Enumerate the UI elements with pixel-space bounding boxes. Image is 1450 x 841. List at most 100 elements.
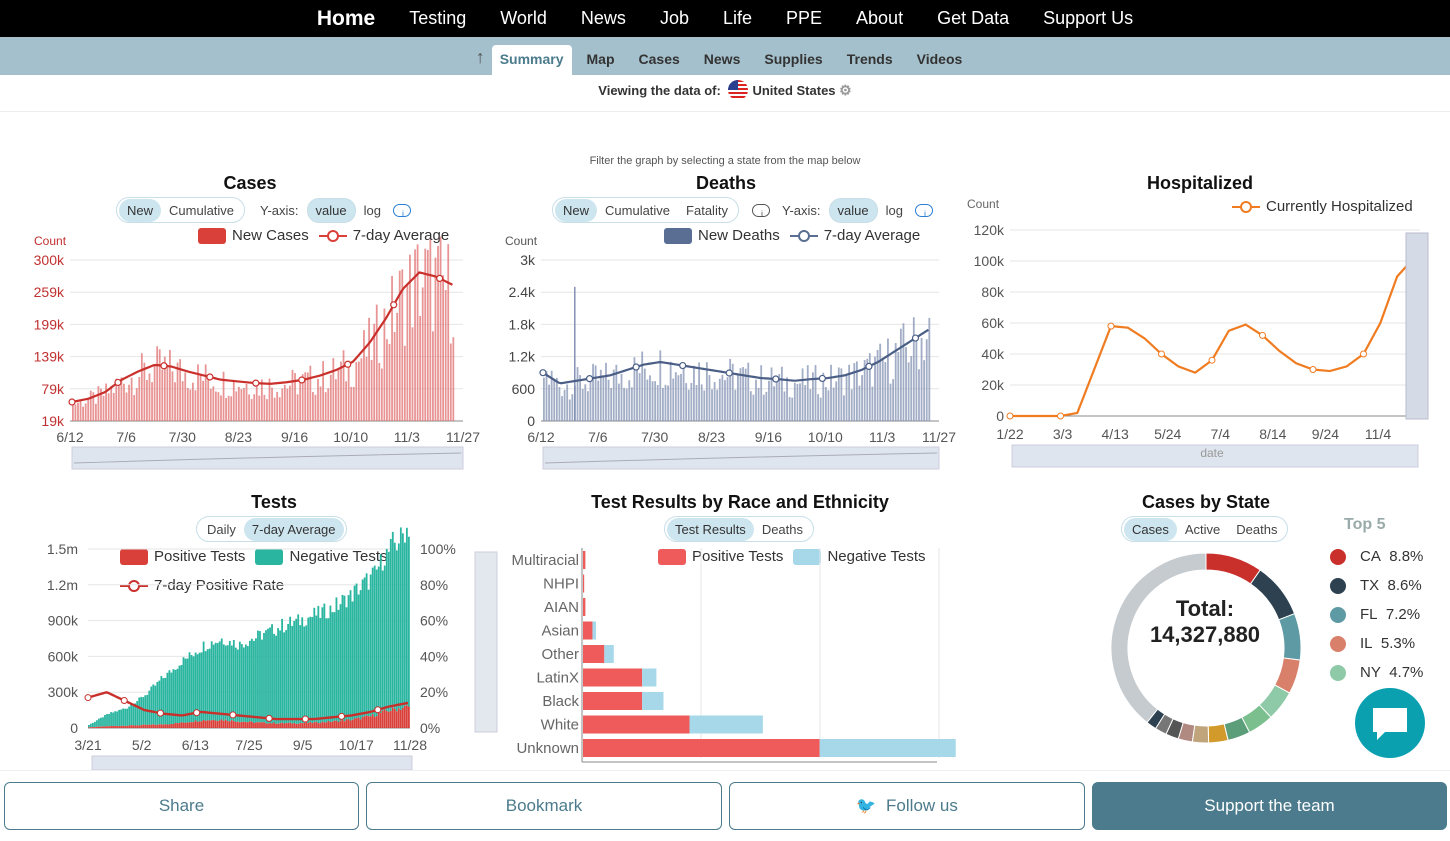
tab-trends[interactable]: Trends xyxy=(846,51,893,67)
states-active-toggle[interactable]: Active xyxy=(1184,521,1221,537)
bar xyxy=(268,378,271,421)
deaths-log-toggle[interactable]: log xyxy=(885,202,903,218)
positive-bar xyxy=(317,723,320,728)
tab-summary[interactable]: Summary xyxy=(491,45,572,75)
top5-item[interactable]: IL 5.3% xyxy=(1328,629,1423,658)
nav-news[interactable]: News xyxy=(580,8,626,28)
viewing-country[interactable]: United States xyxy=(752,83,836,98)
legend-label[interactable]: Negative Tests xyxy=(827,548,926,565)
nav-world[interactable]: World xyxy=(500,8,547,28)
info-icon[interactable]: i xyxy=(392,203,411,219)
x-tick-label: 7/6 xyxy=(116,429,136,445)
follow-button[interactable]: 🐦 Follow us xyxy=(729,782,1085,830)
chat-bubble-icon xyxy=(1373,708,1407,740)
race-test-results-toggle[interactable]: Test Results xyxy=(667,517,754,541)
top5-item[interactable]: FL 7.2% xyxy=(1328,600,1423,629)
legend-label[interactable]: Positive Tests xyxy=(154,548,246,565)
bar xyxy=(278,397,281,421)
tab-map[interactable]: Map xyxy=(586,51,615,67)
bar xyxy=(545,371,548,421)
negative-bar xyxy=(387,551,390,712)
tab-cases[interactable]: Cases xyxy=(638,51,680,67)
negative-bar xyxy=(116,711,118,726)
legend-label[interactable]: 7-day Average xyxy=(823,227,921,244)
tab-news[interactable]: News xyxy=(703,51,741,67)
states-deaths-toggle[interactable]: Deaths xyxy=(1236,521,1278,537)
bar xyxy=(661,387,664,421)
top5-item[interactable]: TX 8.6% xyxy=(1328,571,1423,600)
category-label: White xyxy=(541,717,579,734)
share-button[interactable]: Share xyxy=(4,782,359,830)
nav-home[interactable]: Home xyxy=(316,6,376,30)
nav-ppe[interactable]: PPE xyxy=(786,8,823,28)
deaths-new-toggle[interactable]: New xyxy=(555,198,598,222)
info-icon[interactable]: i xyxy=(752,203,770,219)
race-deaths-toggle[interactable]: Deaths xyxy=(761,521,804,537)
states-donut-chart[interactable] xyxy=(0,0,1450,770)
cases-new-toggle[interactable]: New xyxy=(119,198,162,222)
tests-chart[interactable]: 1.5m 100% 1.2m 80% 900k 60% 600k 40% 300k 20% 0 0% 3… xyxy=(0,0,480,771)
positive-bar xyxy=(367,716,370,728)
y-tick-label: 40k xyxy=(981,346,1005,362)
positive-bar xyxy=(307,722,310,728)
deaths-fatality-toggle[interactable]: Fatality xyxy=(686,202,728,218)
hospitalized-point xyxy=(1259,331,1266,339)
top5-item[interactable]: NY 4.7% xyxy=(1328,658,1423,687)
bar xyxy=(414,249,416,421)
nav-testing[interactable]: Testing xyxy=(409,8,467,28)
legend-label[interactable]: New Cases xyxy=(232,227,309,244)
states-cases-toggle[interactable]: Cases xyxy=(1124,517,1177,541)
legend-label[interactable]: New Deaths xyxy=(698,227,780,244)
arrow-up-icon[interactable]: ↑ xyxy=(475,47,485,67)
negative-bar xyxy=(242,647,245,722)
deaths-value-toggle[interactable]: value xyxy=(828,197,878,223)
deaths-cumulative-toggle[interactable]: Cumulative xyxy=(605,202,671,218)
tests-7day-toggle[interactable]: 7-day Average xyxy=(243,517,344,541)
chat-button[interactable] xyxy=(1355,688,1425,758)
bar xyxy=(703,390,706,421)
legend-label[interactable]: Positive Tests xyxy=(692,548,784,565)
negative-bar xyxy=(112,712,114,727)
positive-bar xyxy=(130,725,133,728)
race-chart[interactable]: Multiracial NHPI AIAN Asian Other LatinX Black… xyxy=(0,0,960,770)
nav-get-data[interactable]: Get Data xyxy=(937,8,1010,28)
nav-about[interactable]: About xyxy=(856,8,904,28)
bar xyxy=(296,394,299,421)
legend-label[interactable]: Negative Tests xyxy=(289,548,388,565)
nav-support-us[interactable]: Support Us xyxy=(1043,8,1134,28)
cases-cumulative-toggle[interactable]: Cumulative xyxy=(169,202,235,218)
bar xyxy=(592,363,594,421)
bar xyxy=(107,393,110,421)
viewing-label: Viewing the data of: xyxy=(598,83,721,98)
tab-supplies[interactable]: Supplies xyxy=(764,51,823,67)
hospitalized-chart[interactable]: 120k 100k 80k 60k 40k 20k 0 1/22 3/3 4/13 5/24 7/4 8… xyxy=(0,0,1450,480)
legend-label[interactable]: 7-day Positive Rate xyxy=(154,577,285,594)
positive-bar xyxy=(208,720,211,728)
negative-bar xyxy=(377,566,380,713)
negative-bar xyxy=(373,565,376,717)
nav-job[interactable]: Job xyxy=(659,8,689,28)
top5-item[interactable]: CA 8.8% xyxy=(1328,542,1423,571)
bar xyxy=(863,360,866,421)
legend-label[interactable]: Currently Hospitalized xyxy=(1266,198,1413,215)
tests-daily-toggle[interactable]: Daily xyxy=(207,521,236,537)
gear-icon[interactable]: ⚙ xyxy=(839,82,852,98)
positive-bar xyxy=(98,726,100,728)
bookmark-button[interactable]: Bookmark xyxy=(366,782,722,830)
positive-bar xyxy=(277,723,279,728)
bar xyxy=(332,358,335,421)
info-icon[interactable]: i xyxy=(914,203,933,219)
bar xyxy=(848,364,851,421)
tab-videos[interactable]: Videos xyxy=(916,51,963,67)
positive-bar xyxy=(341,719,344,728)
legend-label[interactable]: 7-day Average xyxy=(352,227,450,244)
support-button[interactable]: Support the team xyxy=(1092,782,1447,830)
bar xyxy=(355,362,358,421)
cases-value-toggle[interactable]: value xyxy=(306,197,356,223)
positive-bar xyxy=(232,721,235,728)
cases-log-toggle[interactable]: log xyxy=(363,202,381,218)
bar xyxy=(705,362,708,421)
nav-life[interactable]: Life xyxy=(722,8,752,28)
